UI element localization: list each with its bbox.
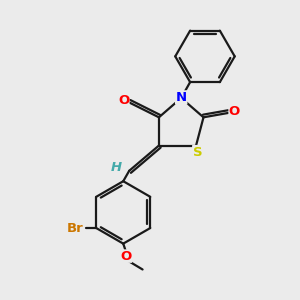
Text: O: O: [118, 94, 130, 106]
Text: Br: Br: [67, 221, 84, 235]
Text: N: N: [176, 91, 187, 104]
Text: O: O: [229, 105, 240, 118]
Text: O: O: [121, 250, 132, 262]
Text: S: S: [193, 146, 202, 159]
Text: H: H: [110, 161, 122, 174]
